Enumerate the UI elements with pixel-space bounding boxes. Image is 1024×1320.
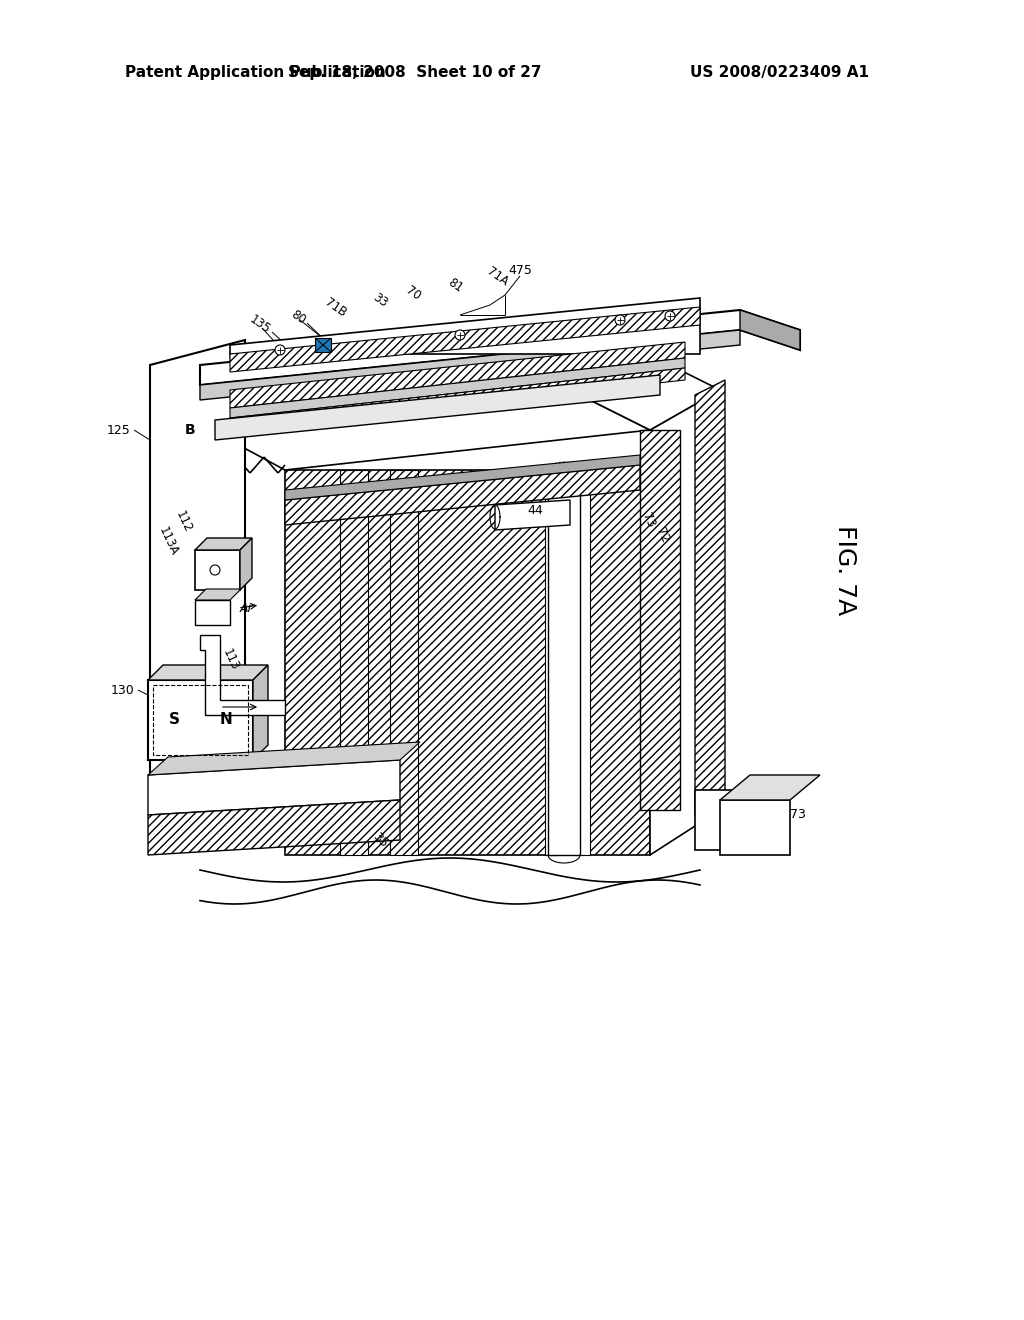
Polygon shape xyxy=(285,465,640,525)
Polygon shape xyxy=(695,789,760,850)
Bar xyxy=(153,685,248,755)
Circle shape xyxy=(275,345,285,355)
Polygon shape xyxy=(148,665,268,680)
Text: Sep. 18, 2008  Sheet 10 of 27: Sep. 18, 2008 Sheet 10 of 27 xyxy=(288,65,542,79)
Polygon shape xyxy=(340,470,368,855)
Circle shape xyxy=(665,312,675,321)
Polygon shape xyxy=(720,775,820,800)
Polygon shape xyxy=(640,430,680,810)
Text: N: N xyxy=(219,713,232,727)
Polygon shape xyxy=(650,389,720,855)
Polygon shape xyxy=(230,314,680,366)
Polygon shape xyxy=(200,310,800,385)
Polygon shape xyxy=(148,680,253,760)
Text: 135: 135 xyxy=(247,313,272,337)
Text: 73: 73 xyxy=(639,511,657,529)
Bar xyxy=(315,338,331,352)
Polygon shape xyxy=(230,342,685,408)
Polygon shape xyxy=(195,539,252,550)
Text: 113: 113 xyxy=(220,647,242,673)
Text: B: B xyxy=(184,422,196,437)
Text: S: S xyxy=(169,713,179,727)
Text: Patent Application Publication: Patent Application Publication xyxy=(125,65,386,79)
Polygon shape xyxy=(150,341,245,789)
Polygon shape xyxy=(220,395,650,470)
Polygon shape xyxy=(230,308,700,372)
Text: 35: 35 xyxy=(370,830,390,850)
Polygon shape xyxy=(148,800,400,855)
Polygon shape xyxy=(495,500,570,531)
Text: 44: 44 xyxy=(527,503,543,516)
Text: 71A: 71A xyxy=(484,265,510,289)
Text: 72: 72 xyxy=(653,525,671,545)
Polygon shape xyxy=(740,310,800,350)
Polygon shape xyxy=(253,665,268,760)
Text: 71B: 71B xyxy=(322,296,348,319)
Text: 112: 112 xyxy=(173,510,194,535)
Polygon shape xyxy=(285,455,640,500)
Polygon shape xyxy=(230,323,680,381)
Text: 70: 70 xyxy=(403,284,423,302)
Text: 33: 33 xyxy=(371,290,390,310)
Polygon shape xyxy=(575,470,590,855)
Polygon shape xyxy=(200,635,285,715)
Polygon shape xyxy=(240,539,252,590)
Polygon shape xyxy=(200,330,740,400)
Text: FIG. 7A: FIG. 7A xyxy=(833,525,857,615)
Polygon shape xyxy=(695,380,725,814)
Polygon shape xyxy=(580,355,720,430)
Polygon shape xyxy=(230,368,685,430)
Polygon shape xyxy=(230,310,680,359)
Polygon shape xyxy=(230,298,700,354)
Polygon shape xyxy=(285,470,650,855)
Polygon shape xyxy=(545,470,558,855)
Polygon shape xyxy=(230,329,680,389)
Circle shape xyxy=(210,565,220,576)
Polygon shape xyxy=(148,742,420,775)
Circle shape xyxy=(455,330,465,341)
Text: 475: 475 xyxy=(508,264,531,276)
Polygon shape xyxy=(195,550,240,590)
Polygon shape xyxy=(195,601,230,624)
Polygon shape xyxy=(720,800,790,855)
Polygon shape xyxy=(215,375,660,440)
Text: 125: 125 xyxy=(106,424,130,437)
Text: US 2008/0223409 A1: US 2008/0223409 A1 xyxy=(690,65,869,79)
Polygon shape xyxy=(548,470,580,855)
Polygon shape xyxy=(390,470,418,855)
Text: 113A: 113A xyxy=(157,525,181,558)
Polygon shape xyxy=(148,760,400,814)
Text: 130: 130 xyxy=(111,684,134,697)
Polygon shape xyxy=(230,319,680,374)
Text: Ar: Ar xyxy=(240,602,254,615)
Polygon shape xyxy=(195,589,241,601)
Polygon shape xyxy=(230,358,685,418)
Text: 81: 81 xyxy=(445,276,465,294)
Text: 73: 73 xyxy=(790,808,806,821)
Circle shape xyxy=(615,315,625,325)
Text: 80: 80 xyxy=(288,308,308,326)
